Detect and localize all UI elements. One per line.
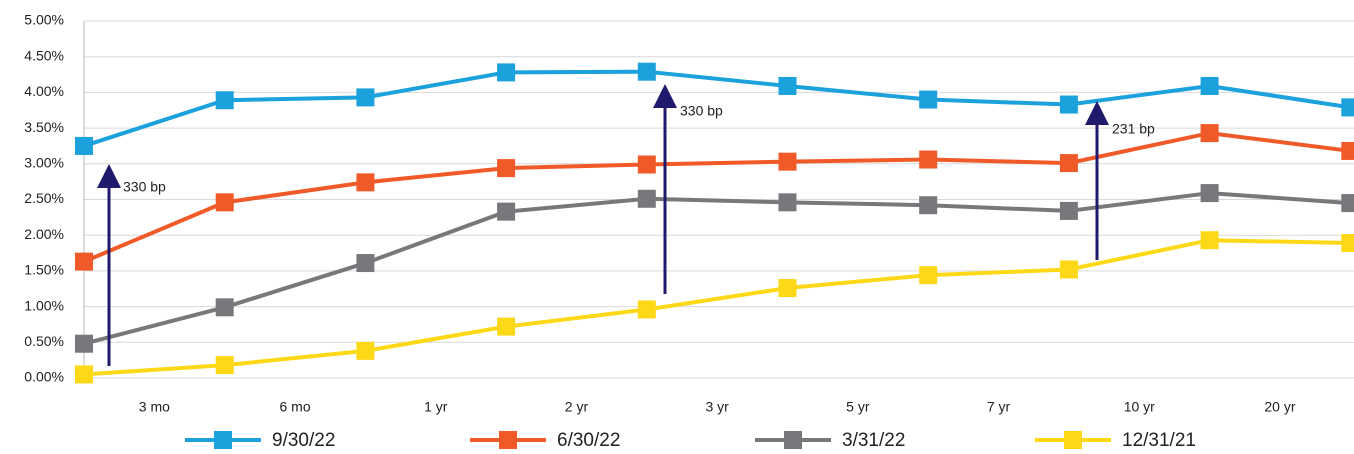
marker: [215, 193, 234, 212]
series-line: [83, 131, 1351, 264]
x-tick-label: 2 yr: [565, 399, 589, 415]
legend-text: 12/31/21: [1122, 430, 1196, 451]
marker: [919, 196, 938, 215]
marker: [637, 62, 656, 81]
marker: [356, 254, 375, 273]
annotations: 330 bp 330 bp 231 bp: [97, 84, 1155, 366]
annotation: 330 bp: [123, 179, 166, 195]
marker: [215, 91, 234, 110]
marker: [1341, 234, 1354, 253]
annotation: 231 bp: [1112, 121, 1155, 137]
y-tick-label: 2.00%: [24, 226, 64, 242]
series-line: [83, 238, 1351, 377]
legend-marker: [499, 431, 517, 449]
marker: [778, 76, 797, 95]
marker: [497, 202, 516, 221]
marker: [1059, 260, 1078, 279]
x-tick-label: 6 mo: [279, 399, 310, 415]
marker: [1200, 124, 1219, 143]
x-tick-label: 7 yr: [987, 399, 1011, 415]
series-line: [83, 69, 1351, 148]
marker: [637, 189, 656, 208]
legend-text: 9/30/22: [272, 430, 335, 451]
marker: [75, 252, 93, 271]
y-tick-label: 1.50%: [24, 262, 64, 278]
annotation: 330 bp: [680, 103, 723, 119]
marker: [497, 63, 516, 82]
marker: [1059, 95, 1078, 114]
marker: [778, 279, 797, 298]
marker: [1200, 184, 1219, 203]
marker: [1200, 76, 1219, 95]
x-tick-label: 3 mo: [139, 399, 170, 415]
marker: [919, 150, 938, 169]
y-tick-label: 4.00%: [24, 83, 64, 99]
y-tick-label: 2.50%: [24, 190, 64, 206]
x-tick-label: 1 yr: [424, 399, 448, 415]
y-tick-label: 0.50%: [24, 333, 64, 349]
x-tick-label: 3 yr: [705, 399, 729, 415]
marker: [919, 266, 938, 285]
legend-marker: [1064, 431, 1082, 449]
marker: [75, 334, 93, 353]
series-line: [83, 191, 1351, 346]
marker: [215, 298, 234, 317]
legend-text: 3/31/22: [842, 430, 905, 451]
y-tick-label: 5.00%: [24, 12, 64, 28]
legend-marker: [784, 431, 802, 449]
marker: [356, 173, 375, 192]
y-tick-label: 4.50%: [24, 47, 64, 63]
legend-text: 6/30/22: [557, 430, 620, 451]
marker: [1200, 231, 1219, 250]
y-tick-label: 0.00%: [24, 369, 64, 385]
marker: [1341, 194, 1354, 213]
marker: [497, 317, 516, 336]
marker: [919, 90, 938, 109]
marker: [1341, 141, 1354, 160]
marker: [637, 300, 656, 319]
plot: [75, 62, 1354, 384]
marker: [1059, 201, 1078, 220]
marker: [1341, 98, 1354, 117]
y-tick-label: 3.50%: [24, 119, 64, 135]
marker: [75, 365, 93, 384]
marker: [356, 88, 375, 107]
marker: [215, 356, 234, 375]
marker: [637, 155, 656, 174]
marker: [778, 152, 797, 171]
marker: [1059, 154, 1078, 173]
y-tick-label: 1.00%: [24, 297, 64, 313]
marker: [497, 159, 516, 178]
x-tick-label: 20 yr: [1264, 399, 1295, 415]
marker: [778, 193, 797, 212]
marker: [75, 136, 93, 155]
x-tick-label: 5 yr: [846, 399, 870, 415]
x-tick-label: 10 yr: [1124, 399, 1155, 415]
marker: [356, 341, 375, 360]
y-tick-label: 3.00%: [24, 155, 64, 171]
legend-marker: [214, 431, 232, 449]
